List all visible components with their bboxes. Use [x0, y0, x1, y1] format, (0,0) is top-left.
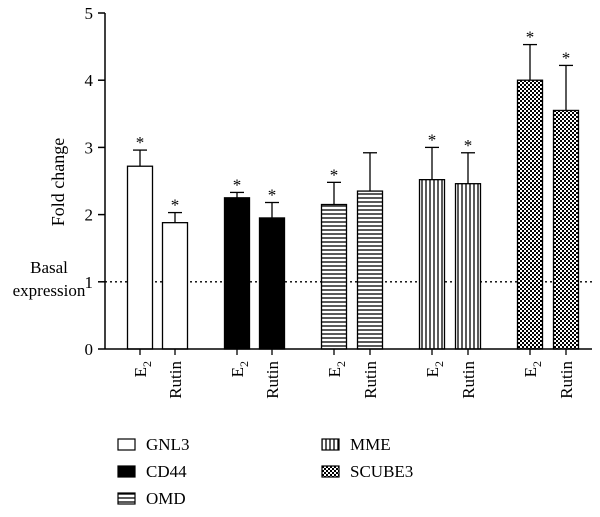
bar-mme-rutin [454, 183, 482, 350]
significance-marker: * [136, 133, 145, 152]
y-tick-label: 2 [85, 206, 94, 225]
legend-label-omd: OMD [146, 489, 186, 508]
x-tick-label-text: E [131, 367, 150, 377]
x-tick-label-text: Rutin [166, 361, 185, 399]
x-tick-label-text: Rutin [557, 361, 576, 399]
bar-mme-e2 [418, 179, 446, 350]
significance-marker: * [171, 196, 180, 215]
legend-label-gnl3: GNL3 [146, 435, 189, 454]
bar-omd-rutin [356, 190, 384, 350]
y-tick-label: 4 [85, 71, 94, 90]
bar-gnl3-e2 [126, 165, 154, 350]
x-tick-label-text: E [228, 367, 247, 377]
x-tick-label-text: Rutin [361, 361, 380, 399]
basal-label-line2: expression [13, 281, 86, 300]
significance-marker: * [562, 48, 571, 67]
x-tick-label-subscript: 2 [432, 361, 446, 367]
x-tick-label: Rutin [361, 361, 380, 399]
bar-scube3-e2 [516, 79, 544, 350]
bar-omd-e2 [320, 203, 348, 350]
y-tick-label: 0 [85, 340, 94, 359]
y-tick-label: 3 [85, 138, 94, 157]
y-axis-label: Fold change [48, 138, 68, 226]
x-tick-label-text: Rutin [263, 361, 282, 399]
bar-cd44-e2 [223, 197, 251, 350]
x-tick-label-text: E [423, 367, 442, 377]
x-tick-label: E2 [423, 361, 446, 377]
legend-swatch-cd44 [117, 465, 136, 478]
significance-marker: * [330, 165, 339, 184]
legend-label-scube3: SCUBE3 [350, 462, 413, 481]
significance-marker: * [268, 186, 277, 205]
y-tick-label: 1 [85, 273, 94, 292]
x-tick-label: Rutin [459, 361, 478, 399]
legend: GNL3 CD44 OMD MME SCUBE3 [117, 435, 413, 508]
x-tick-label-text: Rutin [459, 361, 478, 399]
significance-marker: * [233, 175, 242, 194]
basal-label-line1: Basal [30, 258, 68, 277]
y-tick-label: 5 [85, 4, 94, 23]
x-tick-label: E2 [325, 361, 348, 377]
x-tick-label-text: E [521, 367, 540, 377]
x-tick-label-text: E [325, 367, 344, 377]
x-tick-label: Rutin [263, 361, 282, 399]
significance-marker: * [428, 130, 437, 149]
bar-scube3-rutin [552, 109, 580, 350]
legend-swatch-gnl3 [117, 438, 136, 451]
x-tick-label: E2 [228, 361, 251, 377]
bar-gnl3-rutin [161, 222, 189, 350]
x-tick-label: E2 [131, 361, 154, 377]
legend-swatch-scube3 [321, 465, 340, 478]
x-tick-label-subscript: 2 [237, 361, 251, 367]
significance-marker: * [526, 28, 535, 47]
x-tick-label-subscript: 2 [140, 361, 154, 367]
x-tick-label: Rutin [557, 361, 576, 399]
x-tick-label: Rutin [166, 361, 185, 399]
x-tick-label-subscript: 2 [334, 361, 348, 367]
bar-cd44-rutin [258, 217, 286, 350]
legend-swatch-mme [321, 438, 340, 451]
x-tick-label-subscript: 2 [530, 361, 544, 367]
legend-swatch-omd [117, 492, 136, 505]
legend-label-cd44: CD44 [146, 462, 187, 481]
significance-marker: * [464, 136, 473, 155]
legend-label-mme: MME [350, 435, 391, 454]
x-tick-label: E2 [521, 361, 544, 377]
